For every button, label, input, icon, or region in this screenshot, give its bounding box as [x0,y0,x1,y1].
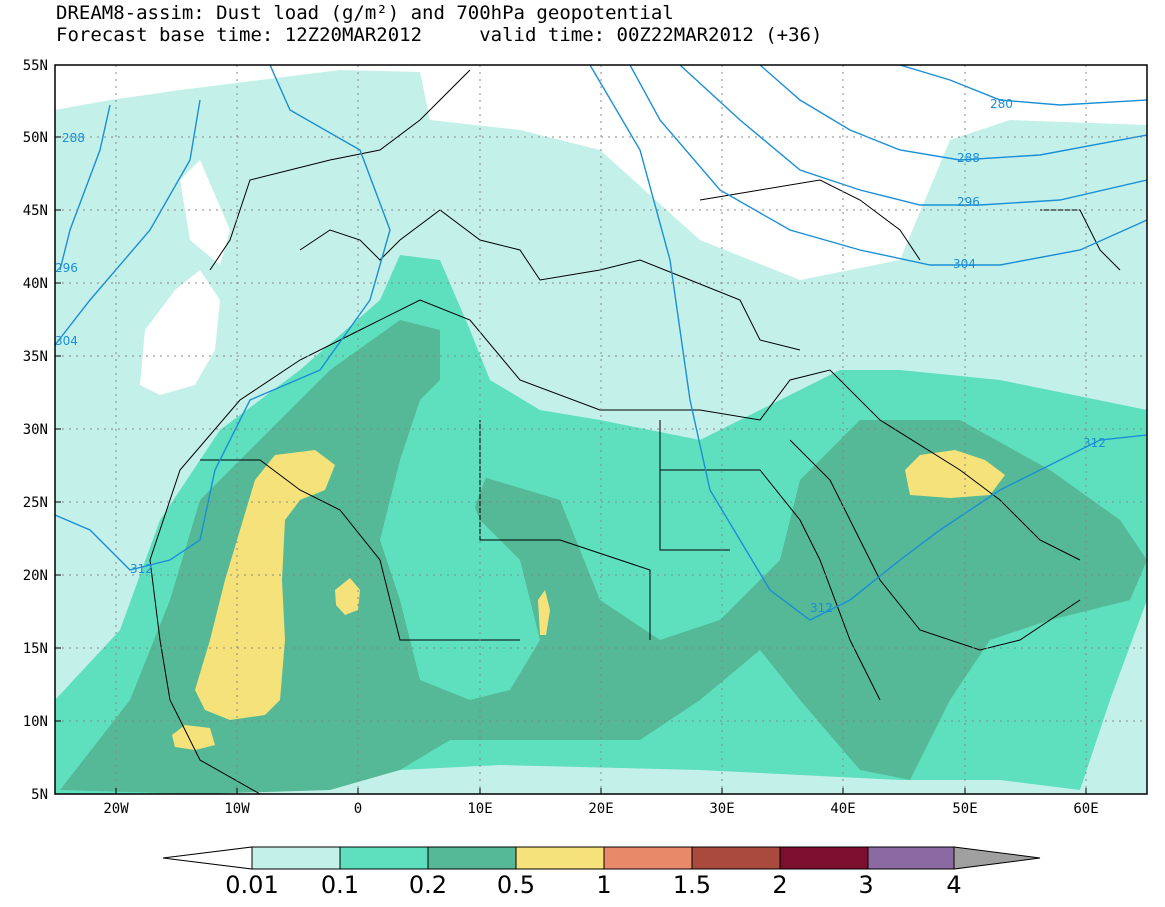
colorbar-label: 4 [946,871,961,899]
isoline-labels: 288 296 304 312 312 312 280 288 296 304 [55,97,1106,615]
lat-label: 30N [23,422,48,438]
colorbar-label: 0.01 [225,871,278,899]
lon-label: 30E [709,801,734,817]
lon-label: 20W [103,801,129,817]
colorbar-swatch [339,846,429,870]
colorbar-labels: 0.01 0.1 0.2 0.5 1 1.5 2 3 4 [225,871,961,899]
colorbar-label: 1 [596,871,611,899]
lat-label: 15N [23,641,48,657]
longitude-labels: 20W 10W 0 10E 20E 30E 40E 50E 60E [103,801,1098,817]
colorbar-swatch [427,846,517,870]
lat-label: 45N [23,203,48,219]
colorbar-label: 0.5 [497,871,535,899]
lon-label: 50E [952,801,977,817]
isoline-label: 296 [957,195,980,209]
isoline-label: 312 [810,601,833,615]
dust-band-0.5 [195,450,335,720]
colorbar-label: 2 [772,871,787,899]
colorbar-swatch [691,846,781,870]
map-title: DREAM8-assim: Dust load (g/m²) and 700hP… [56,2,674,24]
lat-label: 35N [23,349,48,365]
isoline-label: 312 [1083,436,1106,450]
lat-label: 55N [23,58,48,74]
lon-label: 0 [354,801,362,817]
colorbar-swatch [251,846,341,870]
geopotential-isolines [55,65,1147,621]
lon-label: 10E [467,801,492,817]
colorbar-under-arrow [162,846,253,870]
isoline-label: 288 [957,151,980,165]
lat-label: 50N [23,130,48,146]
colorbar-swatch [779,846,869,870]
colorbar-label: 0.1 [321,871,359,899]
lon-label: 60E [1073,801,1098,817]
latitude-labels: 5N 10N 15N 20N 25N 30N 35N 40N 45N 50N 5… [23,58,48,803]
lat-label: 40N [23,276,48,292]
isoline-label: 304 [55,334,78,348]
lon-label: 10W [224,801,250,817]
isoline-label: 280 [990,97,1013,111]
isoline-label: 304 [953,257,976,271]
colorbar-label: 3 [858,871,873,899]
colorbar-label: 0.2 [409,871,447,899]
lat-label: 5N [31,787,48,803]
lat-label: 20N [23,568,48,584]
dust-band-0.2 [60,320,1147,794]
lat-label: 10N [23,714,48,730]
isoline-label: 296 [55,261,78,275]
lat-label: 25N [23,495,48,511]
colorbar [162,846,1041,870]
map-subtitle: Forecast base time: 12Z20MAR2012 valid t… [56,24,823,46]
colorbar-swatch [603,846,693,870]
colorbar-over-arrow [953,846,1041,870]
graticule [55,65,1147,794]
map-title-block: DREAM8-assim: Dust load (g/m²) and 700hP… [56,2,822,46]
isoline-label: 288 [62,131,85,145]
colorbar-label: 1.5 [673,871,711,899]
axis-ticks [55,64,1087,795]
colorbar-swatch [867,846,955,870]
lon-label: 20E [588,801,613,817]
isoline-label: 312 [130,562,153,576]
lon-label: 40E [830,801,855,817]
colorbar-swatch [515,846,605,870]
coastlines [149,69,1121,794]
